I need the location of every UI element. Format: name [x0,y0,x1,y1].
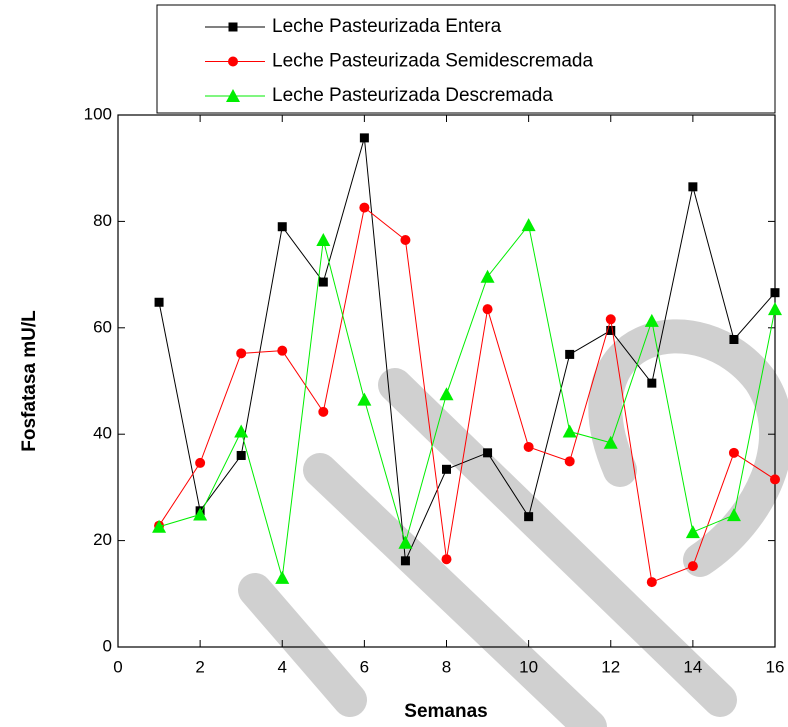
series-line [158,223,776,578]
x-tick-label: 16 [766,657,785,676]
legend-label: Leche Pasteurizada Descremada [272,85,553,106]
marker [562,424,577,438]
marker [234,424,249,438]
marker [646,577,657,588]
marker [483,448,493,458]
marker [770,474,780,485]
marker [316,233,331,247]
legend-marker [228,22,238,32]
series-line [158,137,776,563]
marker [441,554,452,565]
marker [728,447,739,458]
marker [277,222,287,232]
marker [688,182,698,192]
marker [521,218,536,232]
marker [357,392,372,406]
y-tick-label: 80 [93,211,112,230]
legend-marker [228,56,238,67]
marker [605,314,616,325]
marker [524,512,534,522]
y-tick-label: 40 [93,424,112,443]
marker [400,235,411,246]
y-tick-label: 20 [93,530,112,549]
marker [236,348,247,359]
marker [564,456,575,467]
marker [398,535,413,549]
marker [439,387,454,401]
marker [193,507,208,521]
legend-marker [226,89,240,102]
x-tick-label: 2 [195,657,204,676]
x-tick-label: 14 [683,657,702,676]
marker [603,435,618,449]
x-tick-label: 6 [360,657,369,676]
marker [647,378,657,388]
y-axis-label: Fosfatasa mU/L [19,310,40,452]
x-tick-label: 12 [601,657,620,676]
marker [565,349,575,359]
y-tick-label: 60 [93,317,112,336]
marker [523,441,534,452]
series-line [158,206,776,583]
x-axis-label: Semanas [404,701,487,722]
marker [442,464,451,474]
marker [359,202,370,213]
marker [685,525,700,539]
marker [644,313,659,327]
marker [768,302,782,316]
marker [400,556,410,566]
marker [236,450,246,460]
marker [152,519,167,533]
marker [482,304,493,315]
x-tick-label: 4 [278,657,287,676]
y-tick-label: 0 [103,636,112,655]
marker [154,297,164,307]
x-tick-label: 0 [113,657,122,676]
y-tick-label: 100 [84,104,112,123]
x-tick-label: 8 [442,657,451,676]
legend-label: Leche Pasteurizada Semidescremada [272,51,594,72]
marker [480,269,495,283]
legend-label: Leche Pasteurizada Entera [272,16,502,37]
marker [275,570,290,584]
marker [318,277,328,287]
marker [195,457,206,468]
marker [277,345,288,356]
marker [729,335,739,345]
x-tick-label: 10 [519,657,538,676]
marker [687,561,698,572]
marker [318,406,329,417]
marker [726,508,741,522]
marker [606,325,616,335]
marker [770,288,780,298]
marker [359,133,369,143]
legend-box [156,4,776,114]
